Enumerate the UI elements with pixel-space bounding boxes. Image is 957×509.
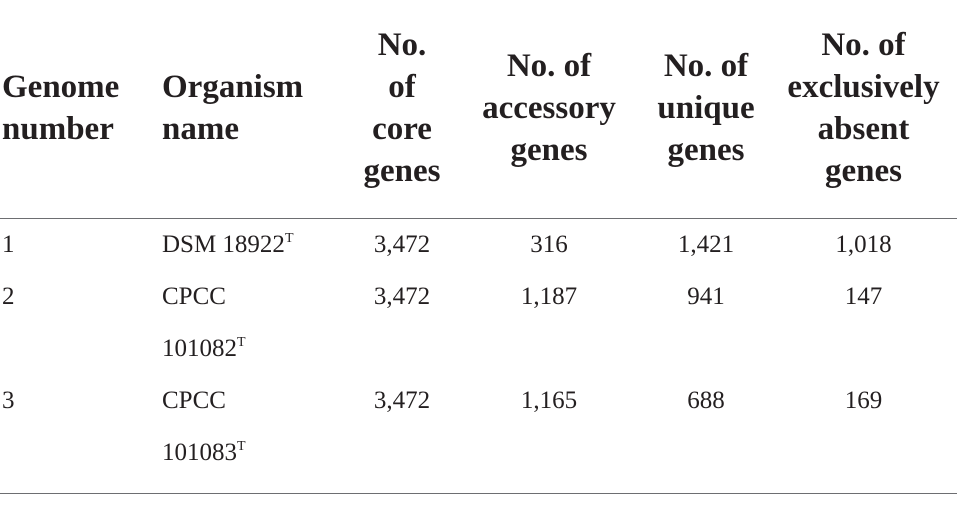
header-accessory-genes: No. of accessory genes: [456, 0, 642, 219]
cell-absent-genes: 147: [844, 283, 883, 310]
cell-unique-genes: 1,421: [677, 231, 735, 258]
cell-organism-name: CPCC 101082T: [162, 283, 246, 362]
header-core-genes: No. of core genes: [348, 0, 456, 219]
cell-unique-genes: 941: [687, 283, 725, 310]
cell-organism-name: CPCC 101083T: [160, 375, 348, 494]
type-strain-superscript: T: [237, 439, 246, 454]
header-exclusively-absent-genes: No. of exclusively absent genes: [770, 0, 957, 219]
type-strain-superscript: T: [284, 231, 294, 246]
cell-accessory-genes: 1,165: [456, 375, 642, 494]
cell-absent-genes: 169: [770, 375, 957, 494]
cell-core-genes: 3,472: [348, 375, 456, 494]
cell-genome-number: 1: [2, 231, 15, 258]
cell-unique-genes: 688: [642, 375, 770, 494]
cell-absent-genes: 1,018: [835, 231, 892, 258]
cell-accessory-genes: 1,187: [520, 283, 578, 310]
header-row: Genome number Organism name No. of core …: [0, 0, 957, 219]
cell-core-genes: 3,472: [373, 283, 431, 310]
cell-core-genes: 3,472: [373, 231, 431, 258]
table-row: 2 CPCC 101082T 3,472 1,187 941 147: [0, 271, 957, 375]
table-row: 1 DSM 18922T 3,472 316 1,421 1,018: [0, 219, 957, 272]
header-organism-name: Organism name: [160, 0, 348, 219]
cell-genome-number: 3: [0, 375, 160, 494]
cell-accessory-genes: 316: [530, 231, 568, 258]
header-genome-number: Genome number: [0, 0, 160, 219]
cell-genome-number: 2: [2, 283, 15, 310]
type-strain-superscript: T: [237, 335, 246, 350]
table-row: 3 CPCC 101083T 3,472 1,165 688 169: [0, 375, 957, 494]
header-unique-genes: No. of unique genes: [642, 0, 770, 219]
cell-organism-name: DSM 18922T: [162, 231, 294, 258]
gene-table: Genome number Organism name No. of core …: [0, 0, 957, 494]
